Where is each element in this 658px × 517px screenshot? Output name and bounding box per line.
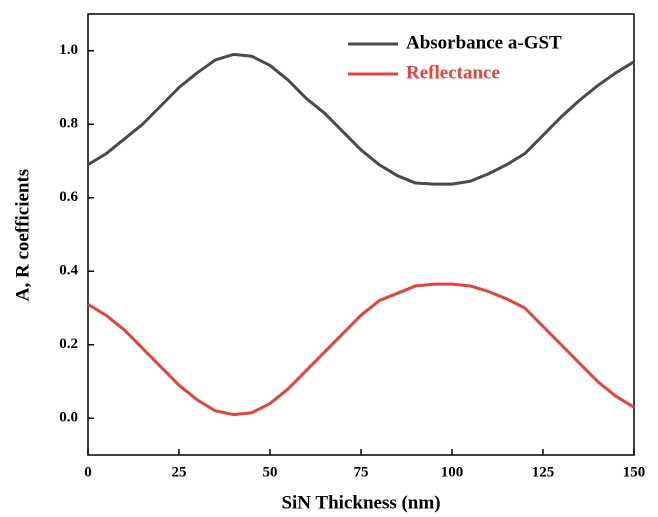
y-tick-label: 0.6 bbox=[59, 189, 78, 205]
x-tick-label: 125 bbox=[532, 464, 555, 480]
legend-label: Absorbance a-GST bbox=[406, 32, 562, 53]
x-axis-label: SiN Thickness (nm) bbox=[281, 492, 440, 513]
series-line bbox=[87, 52, 635, 186]
y-tick-label: 0.4 bbox=[59, 263, 78, 279]
legend-label: Reflectance bbox=[406, 62, 500, 83]
series-line bbox=[87, 282, 635, 417]
y-tick-label: 0.2 bbox=[59, 336, 78, 352]
x-tick-label: 0 bbox=[84, 464, 92, 480]
y-tick-label: 0.0 bbox=[59, 410, 78, 426]
y-tick-label: 1.0 bbox=[59, 42, 78, 58]
x-tick-label: 100 bbox=[441, 464, 464, 480]
y-axis-label: A, R coefficients bbox=[12, 169, 33, 301]
plot-frame bbox=[87, 13, 635, 456]
x-tick-label: 150 bbox=[623, 464, 646, 480]
y-tick-label: 0.8 bbox=[59, 116, 78, 132]
x-tick-label: 75 bbox=[354, 464, 369, 480]
x-tick-label: 50 bbox=[263, 464, 278, 480]
x-tick-label: 25 bbox=[172, 464, 187, 480]
